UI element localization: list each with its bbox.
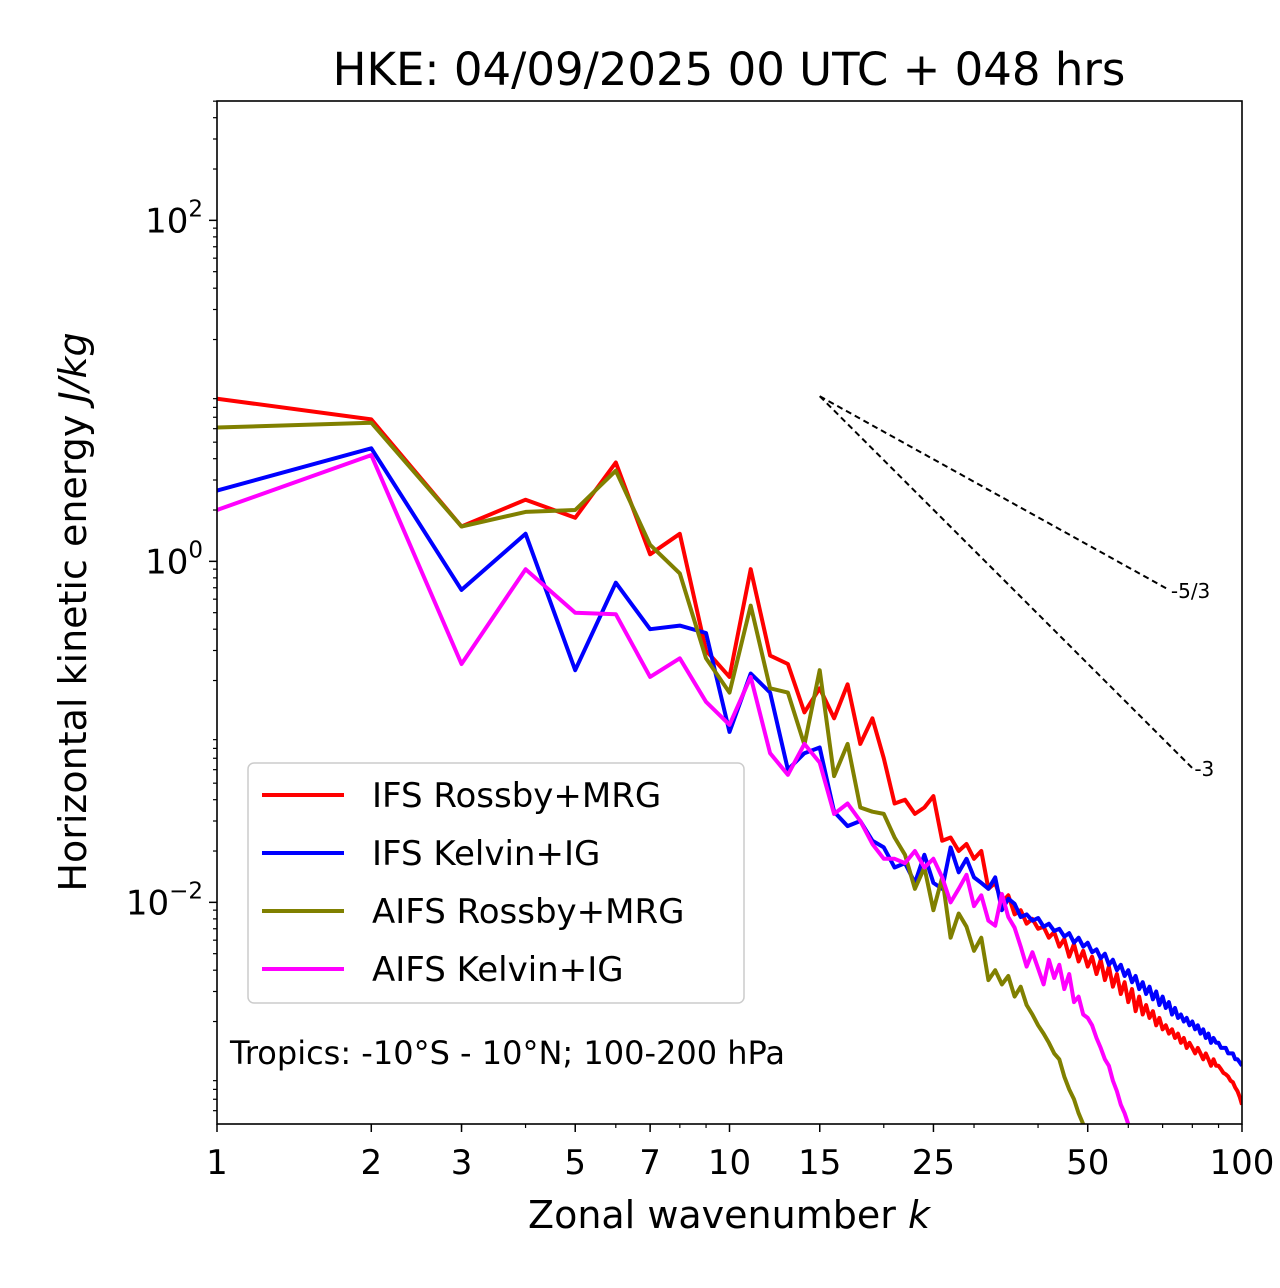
reference-line: [819, 395, 1170, 591]
x-tick-label: 10: [708, 1143, 751, 1183]
x-axis-label: Zonal wavenumber k: [528, 1193, 932, 1237]
x-tick-label: 2: [360, 1143, 382, 1183]
series-line: [217, 420, 1086, 1124]
legend-box: [247, 762, 745, 1004]
x-tick-label: 3: [451, 1143, 473, 1183]
axes-ticks: 1 2 3 5 7 10 15 25 50 100 102 100 10−2: [126, 100, 1275, 1183]
legend: IFS Rossby+MRG IFS Kelvin+IG AIFS Rossby+M…: [247, 762, 745, 1004]
reference-slopes: -5/3 -3: [819, 395, 1214, 781]
x-tick-label: 100: [1210, 1143, 1275, 1183]
region-annotation: Tropics: -10°S - 10°N; 100-200 hPa: [229, 1034, 785, 1072]
series-lines: [217, 396, 1242, 1124]
legend-label: IFS Kelvin+IG: [372, 834, 600, 874]
series-line: [217, 396, 1242, 1106]
reference-line: [819, 395, 1194, 769]
legend-label: AIFS Kelvin+IG: [372, 950, 624, 990]
x-axis-label-text: Zonal wavenumber: [528, 1193, 896, 1237]
reference-line-label: -5/3: [1171, 579, 1210, 603]
x-tick-label: 7: [639, 1143, 661, 1183]
x-axis-label-var: k: [908, 1193, 932, 1237]
y-axis-label-text: Horizontal kinetic energy: [51, 415, 95, 892]
chart-title: HKE: 04/09/2025 00 UTC + 048 hrs: [333, 43, 1126, 96]
reference-line-label: -3: [1194, 757, 1214, 781]
x-tick-label: 50: [1066, 1143, 1109, 1183]
legend-label: IFS Rossby+MRG: [372, 776, 661, 816]
x-tick-label: 15: [798, 1143, 841, 1183]
x-tick-label: 25: [912, 1143, 955, 1183]
series-line: [217, 453, 1131, 1124]
y-tick-label: 10−2: [126, 878, 203, 923]
series-line: [217, 446, 1242, 1067]
y-axis-label-units: J/kg: [51, 332, 95, 409]
x-tick-label: 5: [564, 1143, 586, 1183]
legend-label: AIFS Rossby+MRG: [372, 892, 684, 932]
y-tick-label: 102: [145, 196, 203, 241]
plot-frame: [216, 100, 1243, 1125]
y-axis-label: Horizontal kinetic energy J/kg: [51, 332, 95, 891]
x-tick-label: 1: [206, 1143, 228, 1183]
y-tick-label: 100: [145, 537, 203, 582]
